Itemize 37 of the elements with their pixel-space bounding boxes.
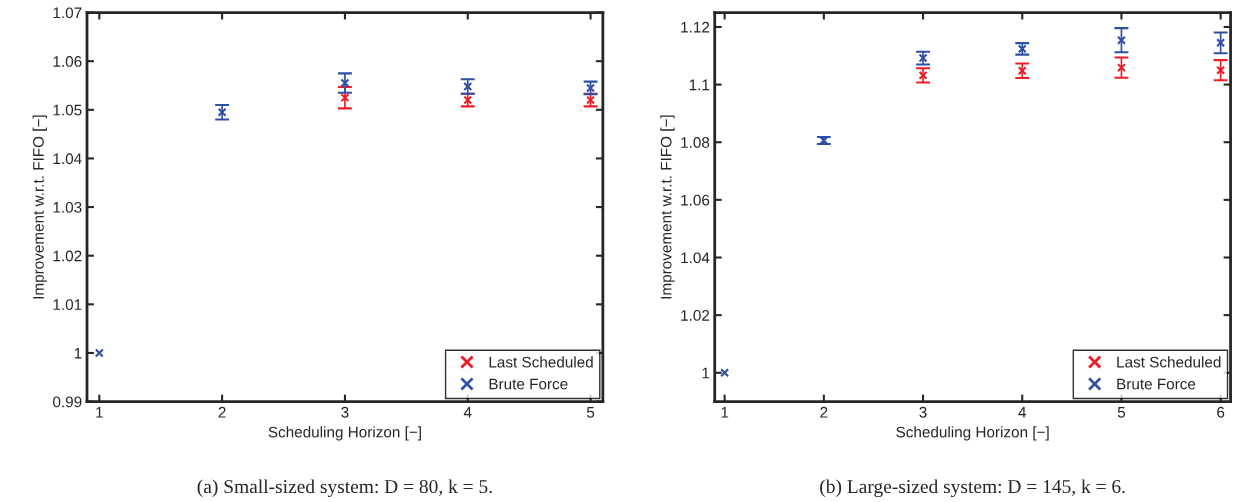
x-tick-label: 3 (919, 406, 927, 418)
x-tick-label: 6 (1217, 406, 1225, 418)
legend-label: Brute Force (1117, 378, 1196, 390)
y-tick-label: 1.1 (689, 79, 710, 91)
y-tick-label: 1.06 (53, 56, 82, 67)
y-tick-label: 1.12 (681, 21, 710, 33)
y-axis-title: Improvement w.r.t. FIFO [−] (32, 115, 47, 299)
y-tick-label: 1 (702, 367, 710, 379)
y-tick-label: 1.02 (681, 310, 710, 321)
y-tick-label: 1.04 (681, 252, 710, 264)
y-tick-label: 1.06 (681, 194, 710, 206)
x-axis-title: Scheduling Horizon [−] (896, 426, 1049, 441)
y-tick-label: 1.02 (53, 250, 82, 262)
legend-label: Last Scheduled (489, 356, 593, 368)
x-tick-label: 2 (820, 406, 828, 418)
legend-label: Last Scheduled (1117, 356, 1221, 368)
x-tick-label: 4 (1018, 407, 1027, 418)
x-tick-label: 1 (721, 407, 729, 418)
y-axis-title: Improvement w.r.t. FIFO [−] (660, 115, 675, 299)
text: (a) Small-sized system: D = 80, k = 5. (197, 479, 492, 498)
x-axis-title: Scheduling Horizon [−] (268, 426, 421, 441)
legend-label: Brute Force (489, 378, 568, 390)
y-tick-label: 1.05 (53, 104, 82, 116)
y-tick-label: 0.99 (53, 396, 82, 408)
x-tick-label: 1 (96, 407, 103, 418)
y-tick-label: 1.07 (53, 7, 82, 19)
y-tick-label: 1.03 (53, 201, 82, 213)
x-tick-label: 3 (341, 406, 349, 418)
x-tick-label: 5 (586, 407, 595, 418)
text: (b) Large-sized system: D = 145, k = 6. (820, 479, 1125, 498)
y-tick-label: 1 (74, 347, 82, 359)
y-tick-label: 1.04 (53, 153, 82, 165)
y-tick-label: 1.01 (53, 299, 82, 311)
x-tick-label: 5 (1117, 407, 1126, 418)
x-tick-label: 2 (218, 406, 226, 418)
x-tick-label: 4 (463, 407, 472, 418)
y-tick-label: 1.08 (681, 137, 710, 148)
